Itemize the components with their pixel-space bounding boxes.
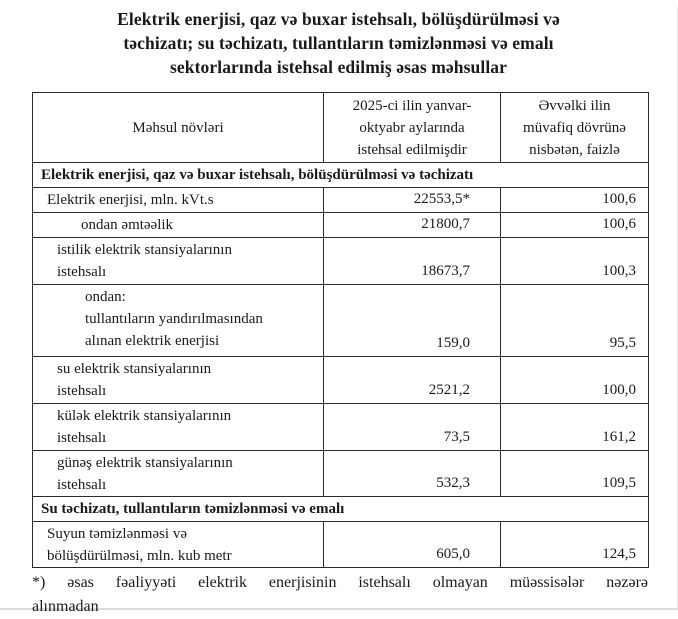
table-header-row: Məhsul növləri 2025-ci ilin yanvar- okty…	[32, 92, 649, 163]
table-row: külək elektrik stansiyalarının istehsalı…	[32, 403, 649, 451]
table-row: Elektrik enerjisi, mln. kVt.s 22553,5* 1…	[32, 187, 649, 213]
table-row: Suyun təmizlənməsi və bölüşdürülməsi, ml…	[32, 521, 649, 568]
production-value: 605,0	[323, 521, 501, 568]
footnote-line-2: alınmadan	[32, 598, 99, 615]
table-row: günəş elektrik stansiyalarının istehsalı…	[32, 450, 649, 497]
product-label: Suyun təmizlənməsi və bölüşdürülməsi, ml…	[32, 521, 324, 568]
product-label: günəş elektrik stansiyalarının istehsalı	[32, 450, 324, 497]
production-value: 73,5	[323, 403, 501, 451]
page-title: Elektrik enerjisi, qaz və buxar istehsal…	[117, 9, 560, 77]
section-header-electricity: Elektrik enerjisi, qaz və buxar istehsal…	[32, 162, 649, 188]
percent-value: 100,3	[500, 237, 649, 285]
products-table: Məhsul növləri 2025-ci ilin yanvar- okty…	[32, 92, 649, 568]
footnote-line-1: *) əsas fəaliyyəti elektrik enerjisinin …	[32, 574, 648, 591]
column-header-product-types: Məhsul növləri	[32, 92, 324, 163]
column-header-percent-previous-year: Əvvəlki ilin müvafiq dövrünə nisbətən, f…	[500, 92, 649, 163]
percent-value: 161,2	[500, 403, 649, 451]
product-label: istilik elektrik stansiyalarının istehsa…	[32, 237, 324, 285]
table-row: su elektrik stansiyalarının istehsalı 25…	[32, 356, 649, 404]
production-value: 18673,7	[323, 237, 501, 285]
percent-value: 100,0	[500, 356, 649, 404]
product-label: külək elektrik stansiyalarının istehsalı	[32, 403, 324, 451]
production-value: 532,3	[323, 450, 501, 497]
footnote: *) əsas fəaliyyəti elektrik enerjisinin …	[32, 571, 648, 619]
product-label: Elektrik enerjisi, mln. kVt.s	[32, 187, 324, 213]
product-label: su elektrik stansiyalarının istehsalı	[32, 356, 324, 404]
percent-value: 100,6	[500, 212, 649, 238]
table-row: istilik elektrik stansiyalarının istehsa…	[32, 237, 649, 285]
percent-value: 109,5	[500, 450, 649, 497]
section-header-water: Su təchizatı, tullantıların təmizlənməsi…	[32, 496, 649, 522]
column-header-production-period: 2025-ci ilin yanvar- oktyabr aylarında i…	[323, 92, 501, 163]
product-label: ondan: tullantıların yandırılmasından al…	[32, 284, 324, 357]
percent-value: 100,6	[500, 187, 649, 213]
table-row: ondan əmtəəlik 21800,7 100,6	[32, 212, 649, 238]
percent-value: 95,5	[500, 284, 649, 357]
production-value: 21800,7	[323, 212, 501, 238]
production-value: 22553,5*	[323, 187, 501, 213]
percent-value: 124,5	[500, 521, 649, 568]
section-header-label: Elektrik enerjisi, qaz və buxar istehsal…	[32, 162, 649, 188]
production-value: 159,0	[323, 284, 501, 357]
production-value: 2521,2	[323, 356, 501, 404]
table-row: ondan: tullantıların yandırılmasından al…	[32, 284, 649, 357]
section-header-label: Su təchizatı, tullantıların təmizlənməsi…	[32, 496, 649, 522]
document-page: Elektrik enerjisi, qaz və buxar istehsal…	[0, 7, 678, 615]
product-label: ondan əmtəəlik	[32, 212, 324, 238]
